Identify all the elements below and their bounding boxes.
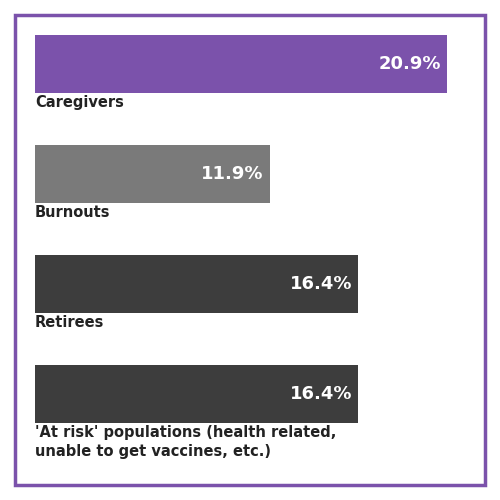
Text: Burnouts: Burnouts [35,205,110,220]
Text: 16.4%: 16.4% [290,385,352,403]
Text: Retirees: Retirees [35,315,104,330]
Text: 'At risk' populations (health related,
unable to get vaccines, etc.): 'At risk' populations (health related, u… [35,425,336,458]
Bar [35,145,270,203]
Text: Caregivers: Caregivers [35,95,124,110]
Bar [35,255,358,312]
Text: 11.9%: 11.9% [201,165,264,182]
Text: 16.4%: 16.4% [290,275,352,292]
Bar [35,365,358,422]
Bar [35,35,447,92]
Text: 20.9%: 20.9% [378,55,441,73]
